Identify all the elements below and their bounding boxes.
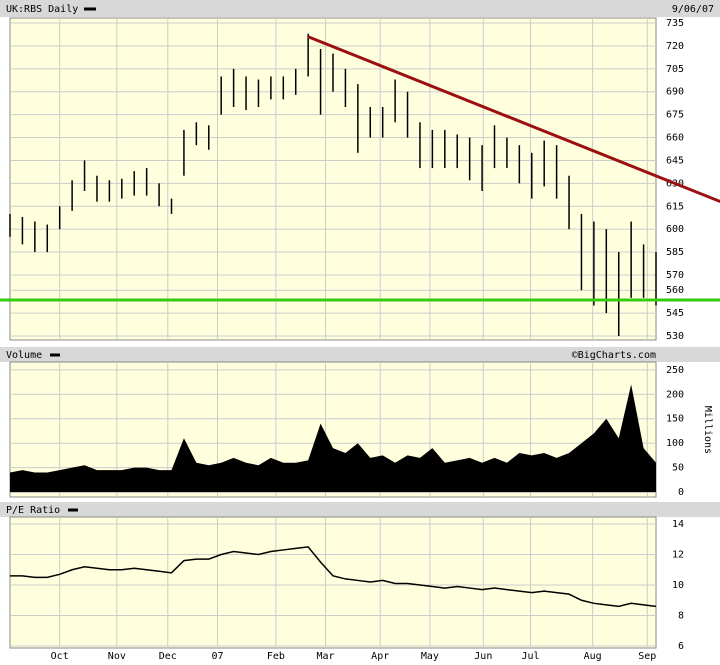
y-tick-label: 585: [666, 247, 684, 258]
y-tick-label: 720: [666, 41, 684, 52]
x-tick-label: May: [421, 651, 439, 662]
y-tick-label: 100: [666, 438, 684, 449]
y-tick-label: 0: [678, 487, 684, 498]
x-tick-label: 07: [211, 651, 223, 662]
x-tick-label: Sep: [638, 651, 656, 662]
header-bar: [0, 502, 720, 517]
y-tick-label: 10: [672, 580, 684, 591]
x-tick-label: Mar: [317, 651, 335, 662]
x-tick-label: Nov: [108, 651, 126, 662]
plot-area: [9, 516, 657, 649]
x-tick-label: Jun: [474, 651, 492, 662]
y-tick-label: 150: [666, 414, 684, 425]
y-tick-label: 12: [672, 550, 684, 561]
y-tick-label: 735: [666, 18, 684, 29]
y-tick-label: 570: [666, 270, 684, 281]
y-tick-label: 530: [666, 331, 684, 342]
y-tick-label: 6: [678, 641, 684, 652]
y-tick-label: 560: [666, 285, 684, 296]
y-tick-label: 645: [666, 155, 684, 166]
y-tick-label: 14: [672, 519, 684, 530]
x-tick-label: Apr: [371, 651, 389, 662]
chart-title: UK:RBS Daily: [6, 4, 78, 15]
panel-title: P/E Ratio: [6, 505, 60, 516]
y-tick-label: 250: [666, 365, 684, 376]
y-tick-label: 615: [666, 201, 684, 212]
y-tick-label: 660: [666, 133, 684, 144]
x-tick-label: Feb: [267, 651, 285, 662]
trend-line: [307, 35, 720, 204]
pe-line: [10, 546, 657, 608]
header-bar: [0, 0, 720, 17]
volume-area: [10, 384, 656, 493]
y-tick-label: 705: [666, 64, 684, 75]
source: ©BigCharts.com: [572, 350, 656, 361]
y-tick-label: 675: [666, 110, 684, 121]
x-tick-label: Dec: [159, 651, 177, 662]
y-tick-label: 690: [666, 87, 684, 98]
y-tick-label: 600: [666, 224, 684, 235]
x-tick-label: Aug: [584, 651, 602, 662]
y-tick-label: 200: [666, 389, 684, 400]
y-tick-label: 545: [666, 308, 684, 319]
panel-title: Volume: [6, 350, 42, 361]
x-tick-label: Oct: [51, 651, 69, 662]
x-tick-label: Jul: [521, 651, 539, 662]
y-tick-label: 8: [678, 611, 684, 622]
date: 9/06/07: [672, 4, 714, 15]
y-axis-label: Millions: [702, 406, 713, 454]
y-tick-label: 50: [672, 463, 684, 474]
header-bar: [0, 347, 720, 362]
